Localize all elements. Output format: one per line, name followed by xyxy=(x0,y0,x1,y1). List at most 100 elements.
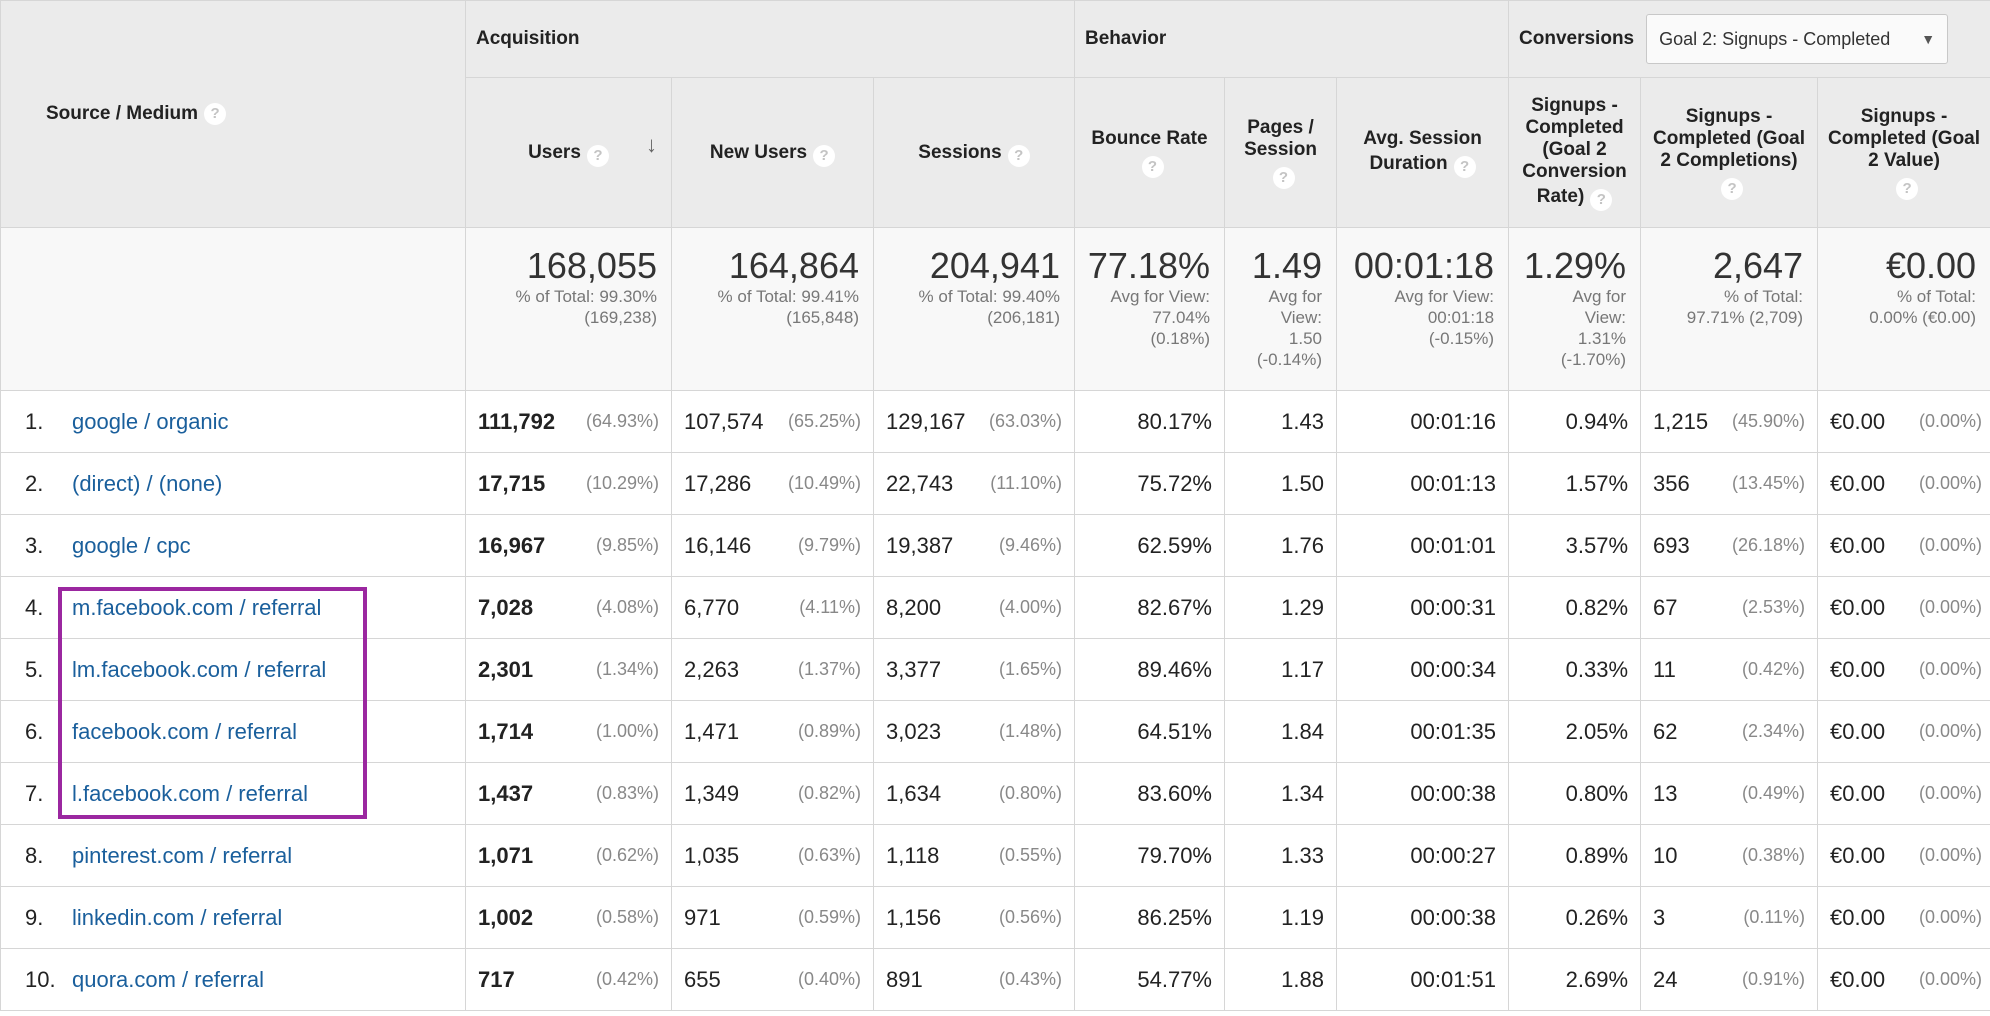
bounce-rate-cell: 79.70% xyxy=(1074,824,1225,887)
sessions-percent: (0.80%) xyxy=(998,783,1062,803)
users-cell: 1,071 (0.62%) xyxy=(465,824,672,887)
help-icon[interactable]: ? xyxy=(1721,177,1744,200)
row-index: 5. xyxy=(25,656,44,682)
sessions-value: 129,167 xyxy=(886,408,966,434)
goal-value-cell: €0.00 (0.00%) xyxy=(1817,638,1990,701)
help-icon[interactable]: ? xyxy=(1141,155,1164,178)
new-users-percent: (0.40%) xyxy=(797,969,861,989)
source-medium-link[interactable]: (direct) / (none) xyxy=(72,470,223,496)
completions-cell: 10 (0.38%) xyxy=(1640,824,1819,887)
pages-session-cell: 1.88 xyxy=(1224,948,1337,1011)
help-icon[interactable]: ? xyxy=(813,144,836,167)
col-avg-session-duration[interactable]: Avg. Session Duration? xyxy=(1335,77,1510,228)
source-medium-header[interactable]: Source / Medium? xyxy=(0,0,466,228)
avg-duration-cell: 00:01:13 xyxy=(1335,452,1510,515)
table-row: 8. pinterest.com / referral 1,071 (0.62%) … xyxy=(0,824,1990,887)
goal-select-value: Goal 2: Signups - Completed xyxy=(1659,29,1891,49)
sessions-value: 3,377 xyxy=(886,656,942,682)
row-index: 10. xyxy=(25,966,56,992)
col-conversion-rate[interactable]: Signups - Completed (Goal 2 Conversion Ra… xyxy=(1508,77,1642,228)
help-icon[interactable]: ? xyxy=(1007,144,1030,167)
source-medium-link[interactable]: linkedin.com / referral xyxy=(72,904,283,930)
source-medium-link[interactable]: l.facebook.com / referral xyxy=(72,780,308,806)
new-users-cell: 1,471 (0.89%) xyxy=(671,700,874,763)
pages-session-cell: 1.84 xyxy=(1224,700,1337,763)
source-medium-link[interactable]: google / cpc xyxy=(72,532,191,558)
conversion-rate-cell: 0.26% xyxy=(1508,886,1642,949)
bounce-rate-cell: 75.72% xyxy=(1074,452,1225,515)
completions-percent: (2.34%) xyxy=(1742,721,1806,741)
col-pages-label: Pages / Session xyxy=(1244,116,1317,160)
sessions-value: 1,118 xyxy=(886,842,940,868)
completions-cell: 13 (0.49%) xyxy=(1640,762,1819,825)
sessions-percent: (1.48%) xyxy=(998,721,1062,741)
source-cell: 10. quora.com / referral xyxy=(0,948,466,1011)
col-duration-label-b: Duration xyxy=(1369,152,1448,174)
col-new-users[interactable]: New Users? xyxy=(671,77,874,228)
col-goal-value[interactable]: Signups - Completed (Goal 2 Value)? xyxy=(1817,77,1990,228)
users-cell: 1,437 (0.83%) xyxy=(465,762,672,825)
col-sessions[interactable]: Sessions? xyxy=(873,77,1075,228)
source-medium-link[interactable]: m.facebook.com / referral xyxy=(72,594,322,620)
new-users-cell: 1,349 (0.82%) xyxy=(671,762,874,825)
goal-value-percent: (0.00%) xyxy=(1919,845,1983,865)
goal-value: €0.00 xyxy=(1830,594,1886,620)
table-row: 2. (direct) / (none) 17,715 (10.29%) 17,28… xyxy=(0,452,1990,515)
new-users-value: 971 xyxy=(684,904,721,930)
sessions-value: 1,634 xyxy=(886,780,942,806)
source-medium-link[interactable]: pinterest.com / referral xyxy=(72,842,293,868)
col-users[interactable]: Users? ↓ xyxy=(465,77,672,228)
table-row: 6. facebook.com / referral 1,714 (1.00%) 1… xyxy=(0,700,1990,763)
new-users-value: 17,286 xyxy=(684,470,752,496)
col-pages-session[interactable]: Pages / Session? xyxy=(1224,77,1337,228)
table-row: 5. lm.facebook.com / referral 2,301 (1.34%… xyxy=(0,638,1990,701)
goal-value: €0.00 xyxy=(1830,656,1886,682)
bounce-rate-cell: 64.51% xyxy=(1074,700,1225,763)
source-medium-link[interactable]: facebook.com / referral xyxy=(72,718,297,744)
sort-descending-icon[interactable]: ↓ xyxy=(646,132,657,157)
users-percent: (1.00%) xyxy=(595,721,659,741)
table-row: 1. google / organic 111,792 (64.93%) 107,5… xyxy=(0,390,1990,453)
completions-cell: 1,215 (45.90%) xyxy=(1640,390,1819,453)
row-index: 4. xyxy=(25,594,44,620)
source-medium-link[interactable]: google / organic xyxy=(72,408,229,434)
help-icon[interactable]: ? xyxy=(1272,166,1295,189)
users-percent: (0.62%) xyxy=(595,845,659,865)
pages-session-cell: 1.76 xyxy=(1224,514,1337,577)
conversion-rate-cell: 3.57% xyxy=(1508,514,1642,577)
facebook-referrals-highlight xyxy=(58,587,367,819)
sessions-percent: (9.46%) xyxy=(998,535,1062,555)
goal-select-dropdown[interactable]: Goal 2: Signups - Completed ▼ xyxy=(1646,14,1949,64)
avg-duration-cell: 00:00:38 xyxy=(1335,886,1510,949)
pages-session-cell: 1.34 xyxy=(1224,762,1337,825)
users-cell: 2,301 (1.34%) xyxy=(465,638,672,701)
source-medium-link[interactable]: lm.facebook.com / referral xyxy=(72,656,327,682)
bounce-rate-cell: 54.77% xyxy=(1074,948,1225,1011)
users-percent: (64.93%) xyxy=(585,411,659,431)
completions-value: 356 xyxy=(1653,470,1690,496)
new-users-value: 107,574 xyxy=(684,408,764,434)
bounce-rate-cell: 62.59% xyxy=(1074,514,1225,577)
completions-value: 3 xyxy=(1653,904,1666,930)
conversion-rate-cell: 2.05% xyxy=(1508,700,1642,763)
help-icon[interactable]: ? xyxy=(1896,177,1919,200)
help-icon[interactable]: ? xyxy=(1453,155,1476,178)
completions-cell: 11 (0.42%) xyxy=(1640,638,1819,701)
completions-value: 13 xyxy=(1653,780,1678,806)
new-users-percent: (0.63%) xyxy=(797,845,861,865)
goal-value: €0.00 xyxy=(1830,718,1886,744)
new-users-value: 1,349 xyxy=(684,780,740,806)
source-cell: 8. pinterest.com / referral xyxy=(0,824,466,887)
source-medium-link[interactable]: quora.com / referral xyxy=(72,966,264,992)
help-icon[interactable]: ? xyxy=(586,144,609,167)
col-bounce-rate[interactable]: Bounce Rate? xyxy=(1074,77,1225,228)
avg-duration-cell: 00:01:35 xyxy=(1335,700,1510,763)
help-icon[interactable]: ? xyxy=(204,102,227,125)
sessions-percent: (0.43%) xyxy=(998,969,1062,989)
goal-value-percent: (0.00%) xyxy=(1919,411,1983,431)
col-completions[interactable]: Signups - Completed (Goal 2 Completions)… xyxy=(1640,77,1819,228)
sessions-cell: 22,743 (11.10%) xyxy=(873,452,1075,515)
bounce-rate-cell: 86.25% xyxy=(1074,886,1225,949)
help-icon[interactable]: ? xyxy=(1590,188,1613,211)
